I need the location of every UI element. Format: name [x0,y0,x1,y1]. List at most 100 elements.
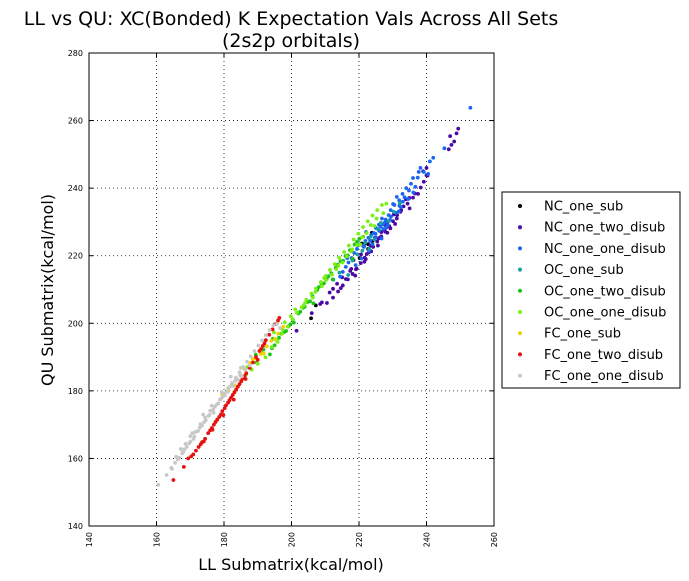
legend-marker [518,288,522,293]
data-point [263,355,268,360]
data-point [238,365,243,370]
data-point [362,259,367,264]
data-point [427,159,432,164]
data-point [357,236,362,241]
data-point [170,467,174,471]
y-tick-label: 180 [68,387,83,396]
data-point [222,406,227,410]
data-point [261,351,266,356]
x-tick-label: 180 [220,532,229,547]
data-point [379,236,384,241]
data-point [370,213,375,218]
data-point [258,352,263,356]
data-point [340,270,345,274]
data-point [276,331,280,336]
data-point [309,291,314,296]
data-point [415,175,420,180]
data-point [219,390,224,395]
legend-label: FC_one_one_disub [544,369,664,384]
data-point [380,203,384,207]
data-point [256,343,261,348]
data-point [355,247,359,251]
legend-label: OC_one_one_disub [544,306,666,321]
data-point [295,310,299,315]
data-point [311,301,316,306]
data-point [406,197,411,201]
data-point [201,412,205,417]
data-point [322,276,327,280]
data-point [171,478,176,482]
chart-title-line1: LL vs QU: XC(Bonded) K Expectation Vals … [24,8,559,30]
data-point [354,267,358,272]
data-point [370,242,375,247]
x-tick-label: 240 [423,532,432,547]
data-point [385,230,390,235]
data-point [396,209,401,214]
x-tick-label: 140 [85,532,94,547]
data-point [291,320,296,325]
data-point [379,221,383,225]
legend-label: OC_one_sub [544,263,624,278]
data-point [251,360,255,365]
data-point [363,240,367,245]
data-point [418,165,423,170]
data-point [263,333,268,338]
data-point [319,284,324,289]
data-point [337,255,341,260]
data-point [248,354,253,359]
data-point [209,403,214,408]
data-point [272,330,276,335]
data-point [255,361,260,366]
data-point [309,316,313,321]
data-point [336,263,341,268]
chart-title-line2: (2s2p orbitals) [222,30,360,52]
data-point [262,341,267,346]
data-point [418,185,423,190]
data-point [330,277,335,282]
data-point [197,425,202,430]
data-point [269,338,274,343]
data-point [190,431,195,435]
legend-label: FC_one_two_disub [544,348,663,363]
data-point [316,285,321,290]
data-point [243,377,248,381]
legend-marker [518,310,522,314]
data-point [353,263,358,268]
data-point [397,201,402,205]
data-point [270,345,274,349]
data-point [368,238,373,243]
data-point [293,307,298,312]
data-point [183,442,188,446]
data-point [355,243,359,247]
data-point [383,220,387,225]
data-point [364,231,369,235]
data-point [400,199,405,204]
data-point [206,413,211,418]
data-point [389,214,393,219]
data-point [337,270,342,275]
data-point [252,349,257,353]
data-point [442,146,447,151]
data-point [402,195,407,200]
data-point [208,408,213,413]
data-point [368,234,373,239]
data-point [362,245,366,249]
data-point [290,317,295,322]
data-point [304,297,309,302]
data-point [358,242,363,247]
data-point [187,441,192,446]
data-point [365,219,370,224]
data-point [404,186,409,191]
data-point [186,456,191,461]
data-point [446,147,451,152]
data-point [228,384,232,389]
data-point [284,329,288,333]
data-point [331,286,335,291]
data-point [336,289,340,294]
data-point [375,239,380,244]
data-point [313,286,318,291]
y-tick-label: 160 [68,454,83,463]
data-point [360,248,365,253]
data-point [346,243,351,248]
